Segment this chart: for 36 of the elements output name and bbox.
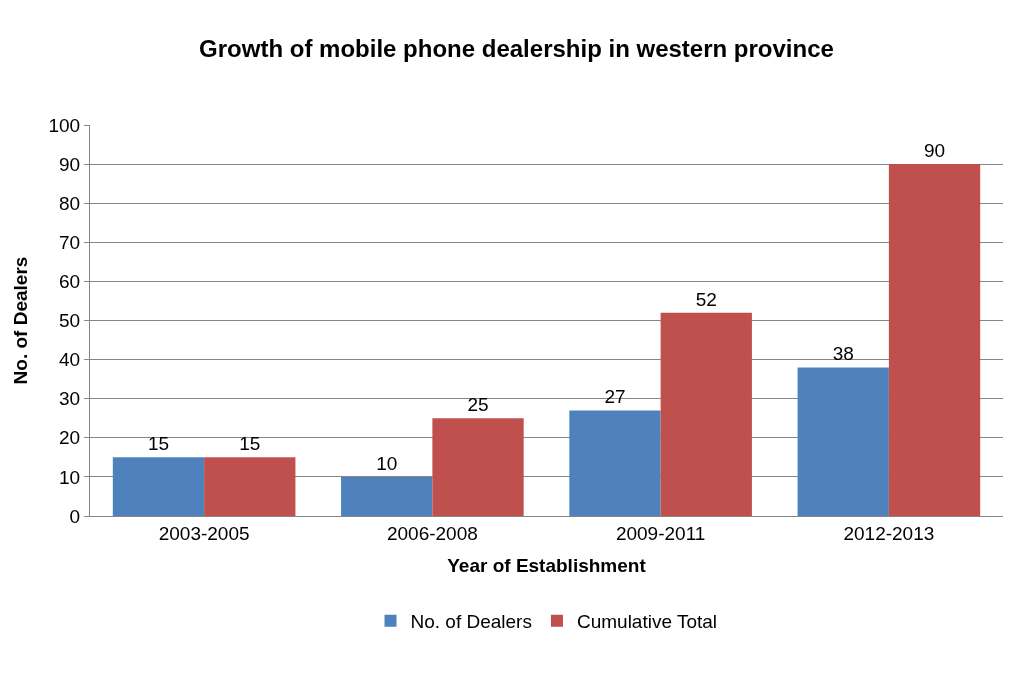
y-tick-label: 90 xyxy=(59,153,81,175)
bar xyxy=(660,312,752,516)
data-label: 10 xyxy=(376,452,398,474)
x-tick-label: 2012-2013 xyxy=(843,522,935,544)
y-tick-label: 50 xyxy=(59,310,81,332)
legend-label: Cumulative Total xyxy=(576,611,718,633)
bar xyxy=(888,164,981,516)
y-tick-label: 0 xyxy=(69,505,81,527)
bar xyxy=(569,410,661,516)
data-label: 25 xyxy=(467,394,489,416)
y-tick-label: 20 xyxy=(59,427,81,449)
x-axis-title: Year of Establishment xyxy=(447,554,647,576)
data-label: 52 xyxy=(695,288,717,310)
chart-title: Growth of mobile phone dealership in western province xyxy=(199,35,834,63)
y-tick-label: 70 xyxy=(59,231,81,253)
x-tick-label: 2003-2005 xyxy=(158,522,250,544)
y-tick-label: 30 xyxy=(59,388,81,410)
y-tick-label: 10 xyxy=(59,466,81,488)
y-axis-title: No. of Dealers xyxy=(10,256,32,385)
bar xyxy=(341,476,433,516)
legend-label: No. of Dealers xyxy=(410,611,532,633)
x-tick-label: 2009-2011 xyxy=(615,522,706,544)
bar xyxy=(112,457,205,516)
data-label: 15 xyxy=(147,433,170,455)
data-label: 27 xyxy=(604,386,626,408)
y-tick-label: 40 xyxy=(59,349,81,371)
data-label: 15 xyxy=(239,433,261,455)
y-tick-label: 80 xyxy=(59,192,81,214)
y-tick-label: 60 xyxy=(59,271,81,293)
data-label: 38 xyxy=(832,343,854,365)
bar xyxy=(432,418,524,516)
x-tick-label: 2006-2008 xyxy=(386,522,478,544)
bar xyxy=(204,457,296,516)
data-label: 90 xyxy=(923,140,946,162)
bar xyxy=(797,367,889,516)
y-tick-label: 100 xyxy=(48,114,81,136)
